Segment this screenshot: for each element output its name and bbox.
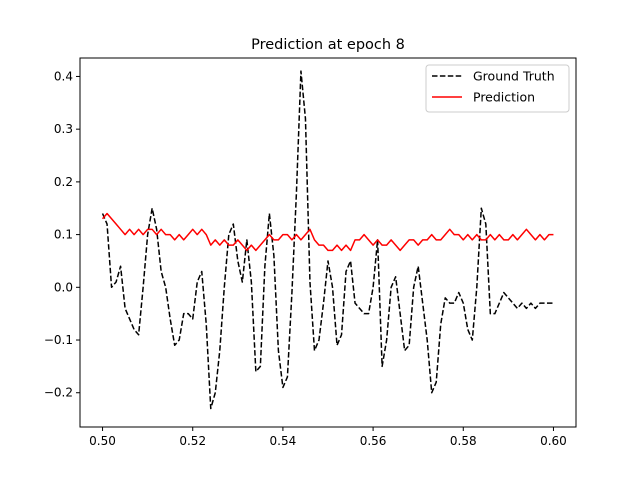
legend: Ground Truth Prediction: [425, 64, 570, 113]
legend-label-prediction: Prediction: [473, 90, 535, 105]
legend-box: [425, 64, 570, 113]
chart-title: Prediction at epoch 8: [251, 37, 405, 53]
y-tick-label: 0.0: [54, 280, 73, 294]
x-tick-label: 0.54: [270, 434, 297, 448]
x-tick-label: 0.52: [179, 434, 206, 448]
x-tick-label: 0.58: [450, 434, 477, 448]
y-tick-label: 0.4: [54, 69, 73, 83]
legend-label-ground-truth: Ground Truth: [473, 69, 555, 84]
x-tick-label: 0.50: [89, 434, 116, 448]
plot-frame: [79, 57, 577, 428]
y-tick-label: −0.2: [44, 386, 73, 400]
y-tick-label: 0.2: [54, 175, 73, 189]
x-tick-label: 0.60: [540, 434, 567, 448]
x-tick-label: 0.56: [360, 434, 387, 448]
y-tick-label: 0.3: [54, 122, 73, 136]
series-line-prediction: [101, 212, 554, 252]
y-tick-label: 0.1: [54, 228, 73, 242]
series-line-ground-truth: [101, 70, 554, 410]
y-tick-label: −0.1: [44, 333, 73, 347]
y-axis: −0.2 −0.1 0.0 0.1 0.2 0.3 0.4: [44, 69, 80, 400]
series-layer: [101, 70, 554, 410]
x-axis: 0.50 0.52 0.54 0.56 0.58 0.60: [89, 427, 567, 448]
